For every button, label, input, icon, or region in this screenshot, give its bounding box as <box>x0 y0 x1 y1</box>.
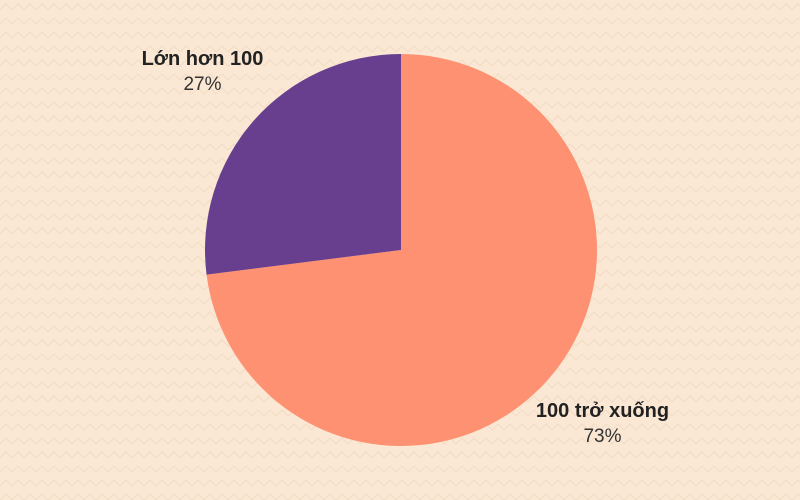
slice-name-0: 100 trở xuống <box>535 400 670 422</box>
slice-label-1: Lớn hơn 100 27% <box>120 46 285 98</box>
pie-slice-0 <box>206 54 598 447</box>
slice-label-0: 100 trở xuống 73% <box>520 398 685 450</box>
slice-name-1: Lớn hơn 100 <box>141 48 264 70</box>
slice-percent-1: 27% <box>183 74 222 95</box>
pie-slice-1 <box>205 54 401 275</box>
slice-percent-0: 73% <box>583 426 622 447</box>
